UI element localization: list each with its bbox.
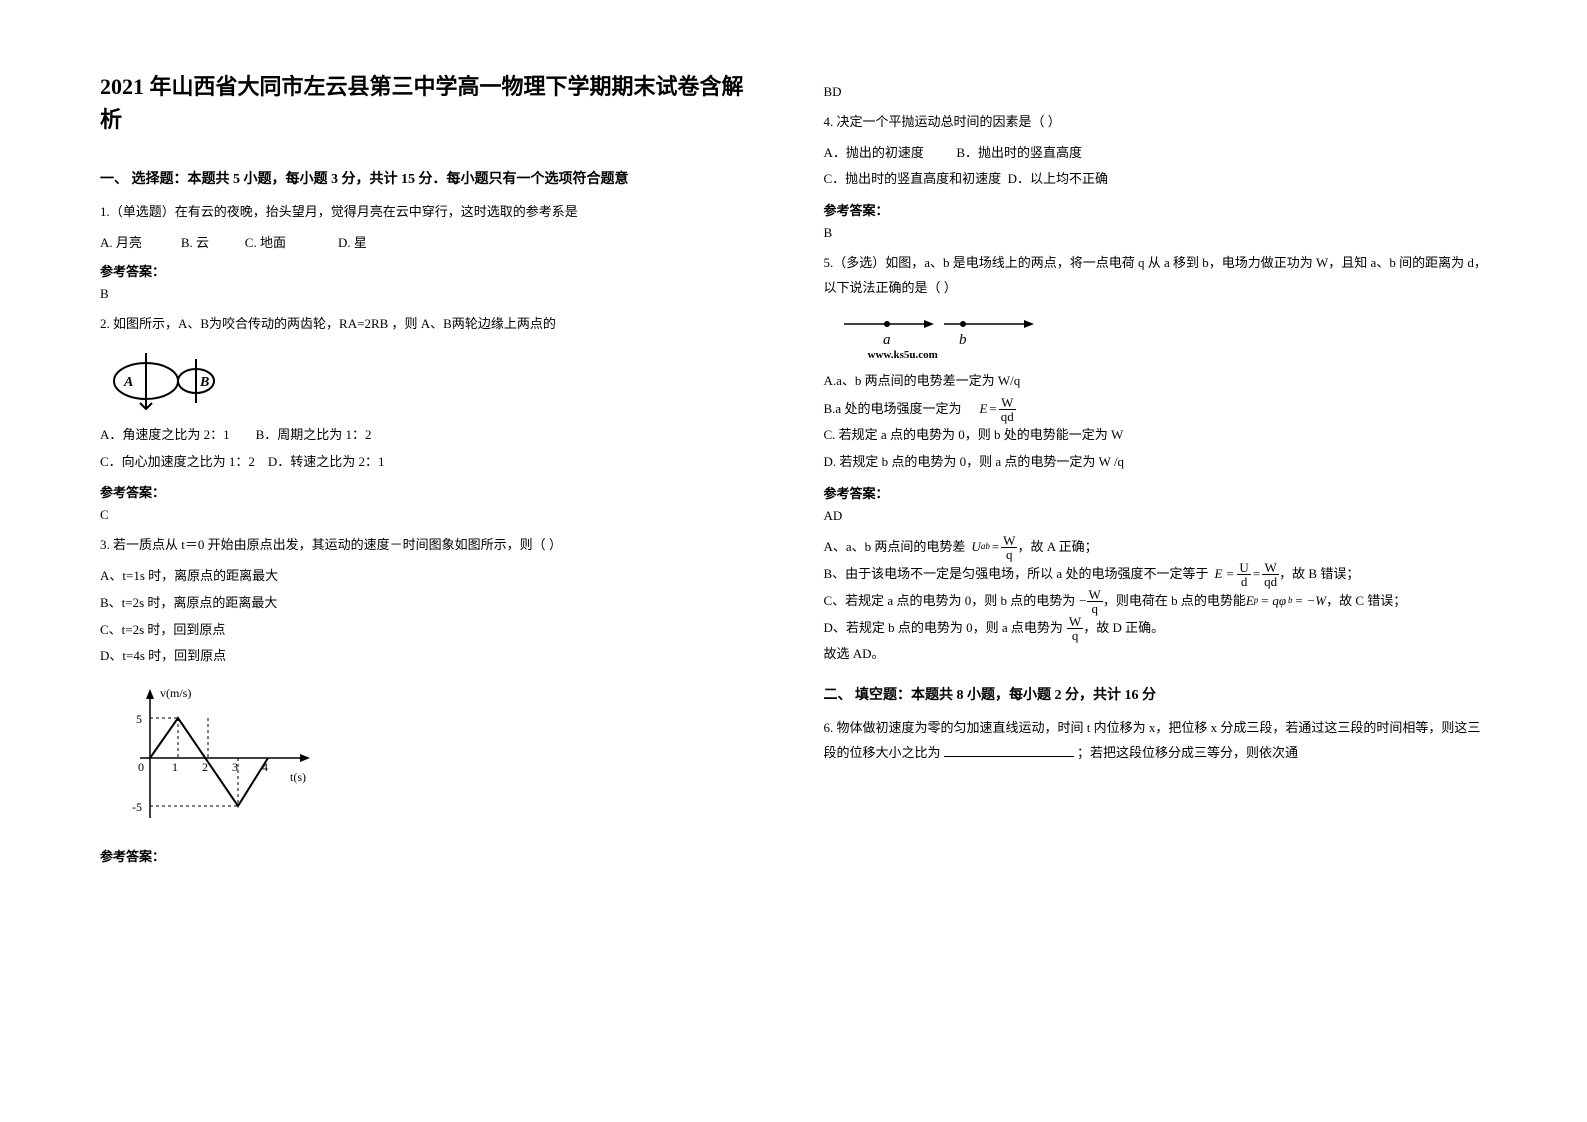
q2-stem: 2. 如图所示，A、B为咬合传动的两齿轮，RA=2RB ，则 A、B两轮边缘上两… [100,312,764,337]
graph-ytick-neg5: -5 [132,800,142,814]
q5-expA-eq: = [992,535,999,560]
section2-header: 二、 填空题：本题共 8 小题，每小题 2 分，共计 16 分 [824,684,1488,704]
q4-answer-label: 参考答案： [824,200,1488,219]
gear-label-a: A [123,375,133,390]
q5-expC-p: p [1254,592,1259,609]
q5-expC-3: ，故 C 错误； [1326,589,1406,614]
q5-expD-den: q [1067,629,1083,642]
q5-expB-num1: U [1237,561,1250,575]
q1-options: A. 月亮 B. 云 C. 地面 D. 星 [100,231,764,256]
q5-expA-1: A、a、b 两点间的电势差 [824,535,966,560]
q3-option-b: B、t=2s 时，离原点的距离最大 [100,591,764,616]
q5-expB-den1: d [1237,575,1250,588]
q5-option-a: A.a、b 两点间的电势差一定为 W/q [824,369,1488,394]
gear-label-b: B [199,375,209,390]
q5-expC-eqW: = −W [1295,589,1327,614]
q4-stem: 4. 决定一个平抛运动总时间的因素是（ ） [824,110,1488,135]
q5-expA-sub: ab [981,538,990,555]
q5-expC-b: b [1288,592,1293,609]
q6-stem: 6. 物体做初速度为零的匀加速直线运动，时间 t 内位移为 x，把位移 x 分成… [824,716,1488,765]
q5-expD-num: W [1067,615,1083,629]
q5-stem: 5.（多选）如图，a、b 是电场线上的两点，将一点电荷 q 从 a 移到 b，电… [824,251,1488,300]
q6-stem-2: ；若把这段位移分成三等分，则依次通 [1077,745,1298,760]
graph-ylabel: v(m/s) [160,686,191,700]
q5-expC-Ep: E [1246,589,1254,614]
q5-expA-num: W [1001,534,1017,548]
section1-header: 一、 选择题：本题共 5 小题，每小题 3 分，共计 15 分．每小题只有一个选… [100,168,764,188]
q5-answer: AD [824,508,1488,524]
q5-explain-d: D、若规定 b 点的电势为 0，则 a 点电势为 W q ，故 D 正确。 [824,615,1488,642]
q4-answer: B [824,225,1488,241]
q1-answer-label: 参考答案： [100,261,764,280]
q3-option-c: C、t=2s 时，回到原点 [100,618,764,643]
q5-expB-E: E = [1214,562,1234,587]
q5-expC-neg: − [1079,589,1086,614]
q5-expA-frac: W q [1001,534,1017,561]
graph-ytick-5: 5 [136,712,142,726]
q5-expC-frac: W q [1087,588,1103,615]
q5-expA-U: U [971,535,980,560]
q2-answer: C [100,507,764,523]
graph-xlabel: t(s) [290,770,306,784]
q2-options-ab: A．角速度之比为 2：1 B．周期之比为 1：2 [100,423,764,448]
q5-expC-eq: = qφ [1260,589,1286,614]
q3-stem: 3. 若一质点从 t＝0 开始由原点出发，其运动的速度－时间图象如图所示，则（ … [100,533,764,558]
q5-answer-label: 参考答案： [824,483,1488,502]
q5-expA-den: q [1001,548,1017,561]
q5-expC-den: q [1087,602,1103,615]
q2-answer-label: 参考答案： [100,482,764,501]
field-label-a: a [883,332,891,347]
q5b-eq: = [989,397,996,422]
q5b-den: qd [999,410,1016,423]
q5-expB-num2: W [1262,561,1279,575]
q5-explain-c: C、若规定 a 点的电势为 0，则 b 点的电势为 − W q ，则电荷在 b … [824,588,1488,615]
fill-blank [944,744,1074,757]
q3-answer-label: 参考答案： [100,846,764,865]
field-line-diagram: a b [839,312,1039,347]
q5-explain-a: A、a、b 两点间的电势差 U ab = W q ，故 A 正确； [824,534,1488,561]
q5-explain-b: B、由于该电场不一定是匀强电场，所以 a 处的电场强度不一定等于 E = U d… [824,561,1488,588]
q3-option-a: A、t=1s 时，离原点的距离最大 [100,564,764,589]
q5-expB-1: B、由于该电场不一定是匀强电场，所以 a 处的电场强度不一定等于 [824,562,1209,587]
graph-xtick-3: 3 [232,760,238,774]
gear-diagram: A B [106,351,256,411]
left-column: 2021 年山西省大同市左云县第三中学高一物理下学期期末试卷含解析 一、 选择题… [100,70,764,1092]
right-column: BD 4. 决定一个平抛运动总时间的因素是（ ） A．抛出的初速度 B．抛出时的… [824,70,1488,1092]
q5-expD-frac: W q [1067,615,1083,642]
q5-expB-den2: qd [1262,575,1279,588]
q3-option-d: D、t=4s 时，回到原点 [100,644,764,669]
q3-answer: BD [824,84,1488,100]
q4-options-ab: A．抛出的初速度 B．抛出时的竖直高度 [824,141,1488,166]
q5-expB-2: ，故 B 错误； [1279,562,1359,587]
q5-expC-2: ，则电荷在 b 点的电势能 [1103,589,1246,614]
field-label-b: b [959,332,967,347]
q1-answer: B [100,286,764,302]
q5-expA-2: ，故 A 正确； [1017,535,1097,560]
q2-options-cd: C．向心加速度之比为 1：2 D．转速之比为 2：1 [100,450,764,475]
q5-option-d: D. 若规定 b 点的电势为 0，则 a 点的电势一定为 W /q [824,450,1488,475]
q5-expD-2: ，故 D 正确。 [1083,616,1164,641]
q5-conclusion: 故选 AD。 [824,642,1488,667]
q5-expC-1: C、若规定 a 点的电势为 0，则 b 点的电势为 [824,589,1076,614]
source-url: www.ks5u.com [868,349,1488,361]
q5b-num: W [999,396,1016,410]
q5-expD-1: D、若规定 b 点的电势为 0，则 a 点电势为 [824,616,1063,641]
graph-ytick-0: 0 [138,760,144,774]
q5b-prefix: B.a 处的电场强度一定为 [824,397,962,422]
q5-option-c: C. 若规定 a 点的电势为 0，则 b 处的电势能一定为 W [824,423,1488,448]
document-title: 2021 年山西省大同市左云县第三中学高一物理下学期期末试卷含解析 [100,70,764,136]
q5-expB-frac2: W qd [1262,561,1279,588]
q5-expB-frac1: U d [1237,561,1250,588]
q5b-E: E [979,397,987,422]
graph-xtick-1: 1 [172,760,178,774]
q5-expB-eq: = [1253,562,1260,587]
q5b-frac: W qd [999,396,1016,423]
q4-options-cd: C．抛出时的竖直高度和初速度 D．以上均不正确 [824,167,1488,192]
velocity-time-graph: v(m/s) t(s) 5 0 -5 1 2 3 4 [120,683,320,828]
q1-stem: 1.（单选题）在有云的夜晚，抬头望月，觉得月亮在云中穿行，这时选取的参考系是 [100,200,764,225]
q5-option-b: B.a 处的电场强度一定为 E = W qd [824,396,1488,423]
q5-expC-num: W [1087,588,1103,602]
